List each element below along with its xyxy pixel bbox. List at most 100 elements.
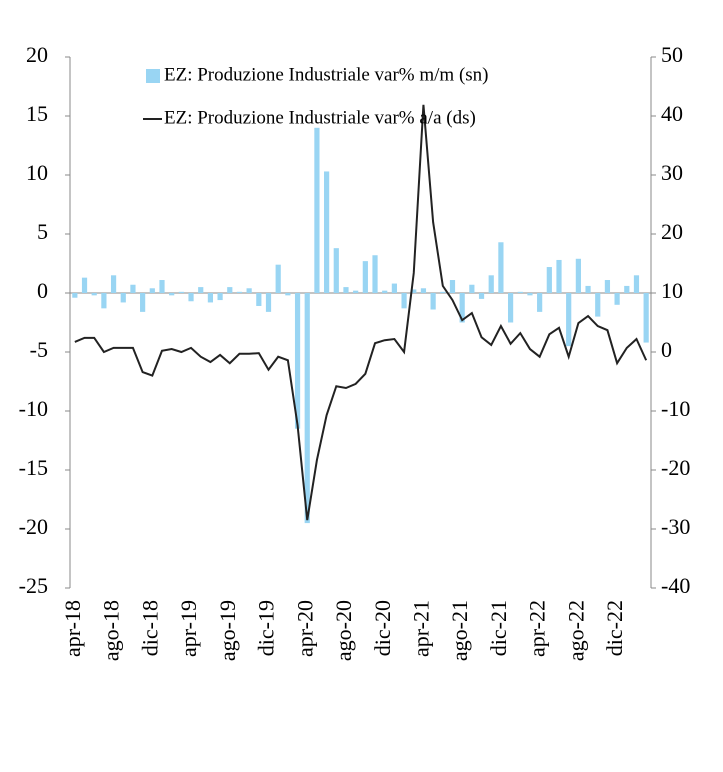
y2-tick-label: 30 <box>661 160 683 185</box>
line <box>74 104 648 521</box>
bar <box>430 293 436 310</box>
y2-tick-label: -40 <box>661 573 690 598</box>
bar <box>372 255 378 293</box>
y-tick-label: -5 <box>30 337 48 362</box>
y2-tick-label: 10 <box>661 278 683 303</box>
x-tick-label: ago-21 <box>447 600 472 661</box>
bar <box>343 287 349 293</box>
bar <box>324 171 330 293</box>
bar <box>227 287 233 293</box>
bar <box>314 127 320 293</box>
y2-tick-label: 0 <box>661 337 672 362</box>
bar <box>120 293 126 303</box>
bar <box>178 291 184 293</box>
bar <box>81 277 88 293</box>
bar <box>256 293 262 306</box>
bar <box>149 288 155 293</box>
legend-label: EZ: Produzione Industriale var% m/m (sn) <box>164 64 489 85</box>
bar <box>101 293 107 309</box>
x-tick-label: dic-18 <box>137 600 162 656</box>
bar <box>478 293 485 299</box>
y-tick-label: -10 <box>19 396 48 421</box>
x-tick-label: ago-18 <box>99 600 124 661</box>
bar <box>401 293 407 309</box>
x-tick-label: dic-19 <box>254 600 279 656</box>
x-tick-label: ago-19 <box>215 600 240 661</box>
x-tick-label: dic-22 <box>602 600 627 656</box>
bar <box>546 267 552 293</box>
x-tick-label: apr-21 <box>408 600 433 657</box>
y2-tick-label: -30 <box>661 514 690 539</box>
bar <box>110 275 117 293</box>
bar <box>304 293 310 524</box>
y2-tick-label: 20 <box>661 219 683 244</box>
bar <box>488 275 494 293</box>
bar <box>198 287 204 293</box>
x-tick-label: apr-20 <box>292 600 317 657</box>
y2-tick-label: 40 <box>661 101 683 126</box>
y-tick-label: 10 <box>26 160 48 185</box>
bar <box>575 258 581 293</box>
bar <box>469 284 475 293</box>
legend-label: EZ: Produzione Industriale var% a/a (ds) <box>164 107 476 128</box>
bar <box>130 284 136 293</box>
x-tick-label: apr-22 <box>525 600 550 657</box>
x-tick-label: ago-20 <box>331 600 356 661</box>
bar <box>585 285 591 293</box>
bar <box>537 293 543 312</box>
bar <box>265 293 272 312</box>
legend-swatch <box>146 69 160 83</box>
bar <box>517 291 523 293</box>
bar <box>294 293 301 429</box>
bar <box>556 259 562 293</box>
bar <box>333 248 339 293</box>
bar <box>566 293 572 347</box>
y-tick-label: -25 <box>19 573 48 598</box>
bar <box>236 291 243 293</box>
y2-tick-label: 50 <box>661 42 683 67</box>
y-tick-label: 0 <box>37 278 48 303</box>
bar <box>140 293 146 312</box>
bar <box>91 293 97 296</box>
bar <box>633 275 640 293</box>
y2-tick-label: -10 <box>661 396 690 421</box>
x-tick-label: ago-22 <box>563 600 588 661</box>
bar <box>411 289 417 293</box>
bar <box>207 293 214 303</box>
bar <box>624 285 630 293</box>
bar <box>275 264 281 293</box>
bar <box>449 280 456 293</box>
bar <box>188 293 194 302</box>
bar <box>595 293 601 317</box>
bar <box>382 290 388 293</box>
bar <box>614 293 620 305</box>
bar <box>246 288 252 293</box>
bar <box>353 290 359 293</box>
bar <box>527 293 533 296</box>
bar <box>169 293 175 296</box>
bar <box>72 293 78 298</box>
x-tick-label: apr-18 <box>60 600 85 657</box>
bar <box>420 288 427 293</box>
bar <box>507 293 514 323</box>
y-tick-label: 15 <box>26 101 48 126</box>
bar <box>440 291 446 293</box>
x-tick-label: dic-21 <box>486 600 511 656</box>
bar <box>159 280 165 293</box>
x-tick-label: apr-19 <box>176 600 201 657</box>
y-tick-label: -20 <box>19 514 48 539</box>
bar <box>643 293 649 343</box>
bar <box>498 242 504 293</box>
bar <box>604 280 611 293</box>
bar <box>217 293 223 301</box>
y-tick-label: 5 <box>37 219 48 244</box>
y-tick-label: -15 <box>19 455 48 480</box>
bar <box>362 261 368 293</box>
bar <box>459 293 465 323</box>
bar <box>391 283 397 293</box>
bar <box>285 293 291 296</box>
y-tick-label: 20 <box>26 42 48 67</box>
y2-tick-label: -20 <box>661 455 690 480</box>
x-tick-label: dic-20 <box>370 600 395 656</box>
